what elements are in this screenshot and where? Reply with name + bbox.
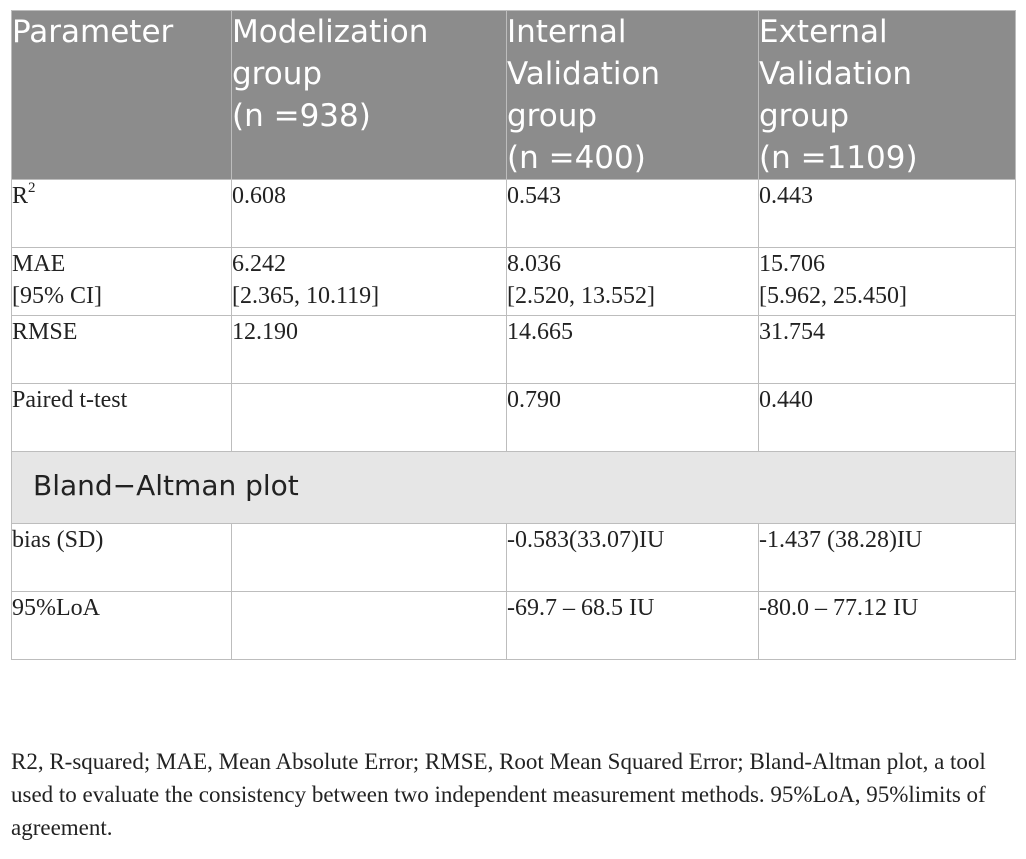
cell-external: 31.754: [758, 315, 1016, 384]
header-line: Validation: [759, 56, 913, 92]
row-label: RMSE: [11, 315, 232, 384]
ci-line: [5.962, 25.450]: [759, 283, 907, 309]
header-line: group: [232, 56, 323, 92]
row-loa: 95%LoA -69.7 – 68.5 IU -80.0 – 77.12 IU: [11, 591, 1016, 660]
r-base: R: [12, 183, 29, 209]
section-title: Bland−Altman plot: [11, 451, 1016, 524]
results-table-container: Parameter Modelization group (n =938) In…: [11, 10, 1016, 660]
cell-external: 0.440: [758, 383, 1016, 452]
header-line: Internal: [507, 14, 627, 50]
cell-internal: -69.7 – 68.5 IU: [506, 591, 759, 660]
cell-modelization: [231, 523, 507, 592]
value-line: 15.706: [759, 251, 825, 277]
row-bias: bias (SD) -0.583(33.07)IU -1.437 (38.28)…: [11, 523, 1016, 592]
r-superscript: 2: [28, 180, 36, 196]
table-footnote: R2, R-squared; MAE, Mean Absolute Error;…: [11, 749, 986, 840]
row-label: 95%LoA: [11, 591, 232, 660]
header-line: External: [759, 14, 888, 50]
results-table: Parameter Modelization group (n =938) In…: [11, 10, 1016, 660]
header-line: Validation: [507, 56, 661, 92]
label-line: MAE: [12, 251, 66, 277]
cell-internal: 8.036 [2.520, 13.552]: [506, 247, 759, 316]
row-label: R2: [11, 179, 232, 248]
row-mae: MAE [95% CI] 6.242 [2.365, 10.119] 8.036…: [11, 247, 1016, 316]
row-label: bias (SD): [11, 523, 232, 592]
row-label: MAE [95% CI]: [11, 247, 232, 316]
cell-internal: 0.543: [506, 179, 759, 248]
cell-external: -80.0 – 77.12 IU: [758, 591, 1016, 660]
cell-external: 0.443: [758, 179, 1016, 248]
ci-line: [2.365, 10.119]: [232, 283, 380, 309]
section-row-bland-altman: Bland−Altman plot: [11, 451, 1016, 524]
row-label: Paired t-test: [11, 383, 232, 452]
header-line: group: [759, 98, 850, 134]
header-external-validation-group: External Validation group (n =1109): [758, 10, 1016, 180]
cell-internal: 0.790: [506, 383, 759, 452]
header-line: (n =400): [507, 140, 646, 176]
cell-modelization: [231, 383, 507, 452]
value-line: 6.242: [232, 251, 286, 277]
header-parameter: Parameter: [11, 10, 232, 180]
cell-modelization: 0.608: [231, 179, 507, 248]
header-line: Modelization: [232, 14, 429, 50]
cell-external: -1.437 (38.28)IU: [758, 523, 1016, 592]
cell-external: 15.706 [5.962, 25.450]: [758, 247, 1016, 316]
value-line: 8.036: [507, 251, 561, 277]
header-line: (n =1109): [759, 140, 918, 176]
ci-line: [2.520, 13.552]: [507, 283, 655, 309]
row-paired-t-test: Paired t-test 0.790 0.440: [11, 383, 1016, 452]
row-r-squared: R2 0.608 0.543 0.443: [11, 179, 1016, 248]
cell-modelization: 6.242 [2.365, 10.119]: [231, 247, 507, 316]
cell-internal: -0.583(33.07)IU: [506, 523, 759, 592]
cell-modelization: [231, 591, 507, 660]
header-modelization-group: Modelization group (n =938): [231, 10, 507, 180]
cell-internal: 14.665: [506, 315, 759, 384]
label-line: [95% CI]: [12, 283, 102, 309]
cell-modelization: 12.190: [231, 315, 507, 384]
row-rmse: RMSE 12.190 14.665 31.754: [11, 315, 1016, 384]
header-line: (n =938): [232, 98, 371, 134]
header-row: Parameter Modelization group (n =938) In…: [11, 10, 1016, 180]
header-internal-validation-group: Internal Validation group (n =400): [506, 10, 759, 180]
header-line: group: [507, 98, 598, 134]
header-line: Parameter: [12, 14, 174, 50]
